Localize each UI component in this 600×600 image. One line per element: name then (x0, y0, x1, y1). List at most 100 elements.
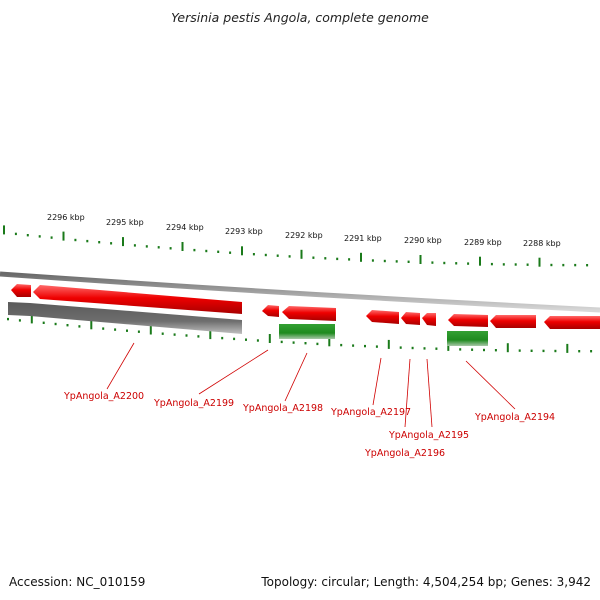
ruler-minor-tick (352, 344, 355, 347)
ruler-minor-tick (399, 346, 402, 349)
gene-track-red (11, 284, 600, 329)
gene-feature-green-b[interactable] (447, 331, 488, 346)
ruler-minor-tick (526, 263, 529, 266)
gene-feature-A2196[interactable] (401, 312, 420, 325)
gene-feature-right-edge[interactable] (544, 316, 600, 329)
gene-feature-A2194-b[interactable] (490, 315, 536, 328)
ruler-minor-tick (137, 330, 140, 333)
ruler-label-2291: 2291 kbp (344, 234, 382, 243)
ruler-minor-tick (375, 345, 378, 348)
callout-A2195 (404, 358, 411, 428)
gene-feature-A2198-top[interactable] (282, 306, 336, 321)
ruler-label-2292: 2292 kbp (285, 231, 323, 240)
ruler-minor-tick (157, 246, 160, 249)
genome-backbone (0, 271, 600, 313)
ruler-minor-tick (18, 319, 21, 322)
ruler-minor-tick (312, 256, 315, 259)
ruler-minor-tick (336, 257, 339, 261)
ruler-minor-tick (229, 251, 232, 254)
ruler-major-tick (447, 341, 450, 351)
ruler-minor-tick (586, 264, 589, 267)
ruler-minor-tick (411, 346, 414, 350)
ruler-label-2294: 2294 kbp (166, 223, 204, 232)
ruler-major-tick (62, 231, 65, 241)
ruler-minor-tick (431, 261, 434, 264)
ruler-minor-tick (288, 255, 291, 258)
ruler-major-tick (538, 257, 541, 267)
ruler-minor-tick (126, 329, 128, 332)
ruler-minor-tick (371, 259, 374, 262)
callout-A2200 (106, 342, 135, 390)
ruler-major-tick (268, 334, 271, 343)
gene-label-A2196[interactable]: YpAngola_A2196 (364, 448, 445, 459)
ruler-major-tick (241, 246, 243, 256)
ruler-minor-tick (530, 349, 533, 352)
gene-feature-A2200[interactable] (33, 285, 242, 314)
gene-label-A2195[interactable]: YpAngola_A2195 (388, 430, 469, 441)
callout-A2196 (426, 358, 433, 428)
ruler-minor-tick (364, 344, 366, 348)
gene-label-A2200[interactable]: YpAngola_A2200 (63, 391, 144, 402)
gene-feature-gray-cds[interactable] (8, 302, 242, 334)
gene-feature-A2195[interactable] (422, 313, 436, 326)
ruler-minor-tick (133, 244, 136, 247)
ruler-minor-tick (42, 321, 45, 324)
ruler-top-ticks (3, 225, 589, 267)
ruler-label-2290: 2290 kbp (404, 236, 442, 245)
ruler-minor-tick (554, 349, 557, 353)
ruler-minor-tick (292, 341, 295, 344)
ruler-minor-tick (161, 332, 164, 335)
gene-feature-A2194-a[interactable] (448, 314, 488, 327)
ruler-major-tick (3, 225, 5, 235)
ruler-minor-tick (383, 259, 386, 263)
gene-feature-small-left[interactable] (11, 284, 31, 297)
gene-label-A2197[interactable]: YpAngola_A2197 (330, 407, 411, 418)
gene-feature-a[interactable] (262, 305, 279, 317)
ruler-minor-tick (233, 337, 236, 341)
ruler-labels: 2296 kbp 2295 kbp 2294 kbp 2293 kbp 2292… (47, 213, 561, 248)
ruler-major-tick (122, 237, 124, 247)
ruler-minor-tick (217, 250, 220, 253)
ruler-minor-tick (7, 317, 9, 321)
ruler-major-tick (506, 343, 509, 353)
genome-summary-text: Topology: circular; Length: 4,504,254 bp… (261, 575, 591, 589)
ruler-minor-tick (407, 260, 410, 263)
accession-text: Accession: NC_010159 (9, 575, 146, 589)
ruler-minor-tick (395, 260, 398, 263)
ruler-label-2288: 2288 kbp (523, 239, 561, 248)
ruler-minor-tick (550, 263, 553, 267)
ruler-minor-tick (74, 238, 77, 242)
ruler-minor-tick (518, 349, 521, 352)
ruler-minor-tick (197, 335, 200, 338)
gene-feature-green-a[interactable] (279, 324, 335, 339)
ruler-minor-tick (205, 249, 208, 253)
ruler-major-tick (360, 252, 362, 262)
gene-label-A2199[interactable]: YpAngola_A2199 (153, 398, 234, 409)
ruler-bottom-ticks (7, 314, 593, 353)
ruler-minor-tick (494, 349, 497, 352)
ruler-minor-tick (316, 342, 319, 346)
ruler-major-tick (328, 337, 331, 347)
gene-label-A2194[interactable]: YpAngola_A2194 (474, 412, 555, 423)
ruler-minor-tick (173, 333, 176, 336)
gene-feature-A2197[interactable] (366, 310, 399, 324)
ruler-minor-tick (145, 245, 148, 248)
gene-labels: YpAngola_A2200 YpAngola_A2199 YpAngola_A… (63, 391, 555, 459)
ruler-minor-tick (502, 263, 505, 266)
ruler-minor-tick (443, 261, 446, 265)
gene-label-A2198[interactable]: YpAngola_A2198 (242, 403, 323, 414)
label-callouts (106, 342, 516, 428)
ruler-minor-tick (280, 340, 283, 344)
ruler-major-tick (181, 242, 184, 251)
ruler-minor-tick (14, 232, 17, 236)
ruler-minor-tick (467, 262, 470, 265)
ruler-minor-tick (185, 334, 188, 337)
genome-title: Yersinia pestis Angola, complete genome (171, 10, 429, 25)
ruler-minor-tick (86, 239, 89, 243)
ruler-minor-tick (245, 338, 247, 341)
ruler-label-2295: 2295 kbp (106, 218, 144, 227)
ruler-minor-tick (514, 263, 517, 266)
ruler-major-tick (479, 256, 481, 266)
